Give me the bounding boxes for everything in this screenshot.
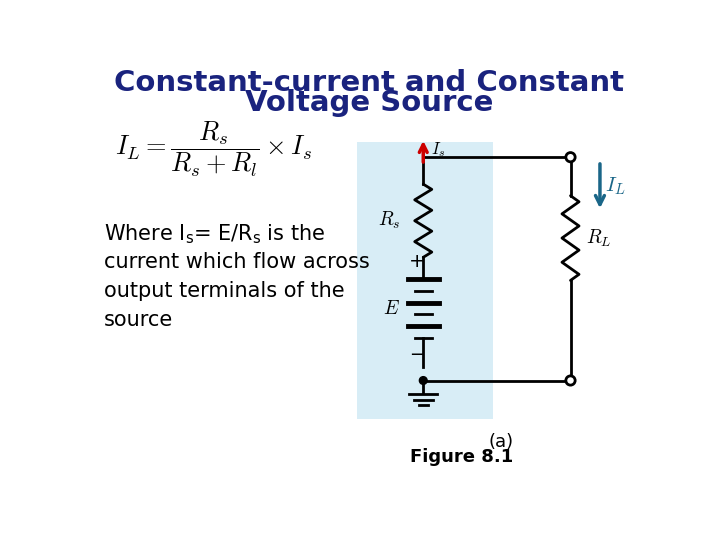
Text: +: + (409, 252, 426, 271)
Text: $R_s$: $R_s$ (377, 210, 400, 231)
Text: $I_s$: $I_s$ (431, 140, 445, 159)
Text: output terminals of the: output terminals of the (104, 281, 345, 301)
Text: $I_L$: $I_L$ (606, 176, 626, 197)
Text: current which flow across: current which flow across (104, 252, 369, 272)
Text: $-$: $-$ (410, 345, 425, 362)
Bar (357, 142, 493, 419)
Circle shape (419, 377, 427, 384)
Text: $R_L$: $R_L$ (586, 227, 611, 249)
Text: Constant-current and Constant: Constant-current and Constant (114, 69, 624, 97)
Text: Figure 8.1: Figure 8.1 (410, 448, 513, 466)
Circle shape (566, 153, 575, 162)
Text: source: source (104, 310, 174, 330)
Circle shape (566, 376, 575, 385)
Text: $E$: $E$ (383, 299, 400, 318)
Text: (a): (a) (488, 433, 513, 451)
Text: Voltage Source: Voltage Source (245, 90, 493, 117)
Text: $I_L = \dfrac{R_s}{R_s + R_l} \times I_s$: $I_L = \dfrac{R_s}{R_s + R_l} \times I_s… (115, 120, 312, 179)
Text: Where $\mathregular{I_s}$= E/R$\mathregular{_s}$ is the: Where $\mathregular{I_s}$= E/R$\mathregu… (104, 222, 325, 246)
